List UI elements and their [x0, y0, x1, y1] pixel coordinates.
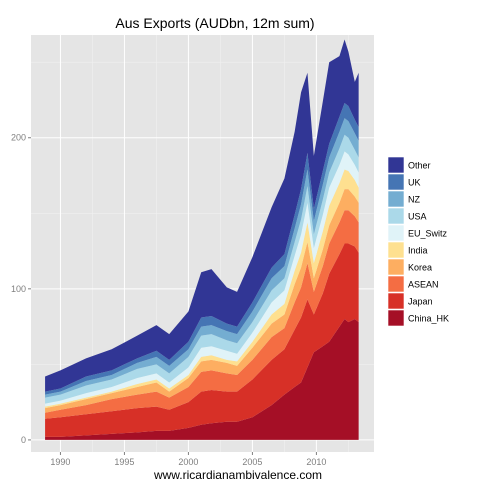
legend-key-asean — [387, 275, 405, 293]
legend-label: China_HK — [408, 314, 449, 324]
legend-key-korea — [387, 258, 405, 276]
legend-label: EU_Switz — [408, 229, 448, 239]
legend-label: India — [408, 246, 428, 256]
area-china-hk — [45, 319, 359, 440]
area-japan — [45, 243, 359, 437]
legend-key-china-hk — [387, 309, 405, 327]
y-tick-label: 200 — [11, 133, 26, 143]
chart-caption: www.ricardianambivalence.com — [153, 468, 322, 480]
y-tick-label: 100 — [11, 284, 26, 294]
chart-title: Aus Exports (AUDbn, 12m sum) — [115, 15, 314, 31]
x-tick-label: 1995 — [114, 457, 134, 467]
x-tick-label: 2005 — [242, 457, 262, 467]
legend-label: Other — [408, 161, 431, 171]
legend-key-eu-switz — [387, 224, 405, 242]
x-tick-label: 2000 — [178, 457, 198, 467]
x-tick-label: 1990 — [50, 457, 70, 467]
legend-key-nz — [387, 190, 405, 208]
area-india — [45, 169, 359, 409]
legend-key-other — [387, 156, 405, 174]
legend-key-uk — [387, 173, 405, 191]
area-korea — [45, 189, 359, 413]
legend-label: Korea — [408, 263, 432, 273]
area-asean — [45, 210, 359, 419]
legend-label: NZ — [408, 195, 420, 205]
axes: 0 100 200 1990 1995 2000 2005 2010 — [11, 133, 326, 467]
legend-key-india — [387, 241, 405, 259]
legend-label: ASEAN — [408, 280, 439, 290]
y-tick-label: 0 — [21, 435, 26, 445]
legend-label: UK — [408, 178, 421, 188]
area-eu-switz — [45, 151, 359, 407]
area-other — [45, 39, 359, 392]
legend-key-usa — [387, 207, 405, 225]
legend-label: Japan — [408, 297, 433, 307]
legend: Other UK NZ USA EU_Switz India Korea ASEAN Japan… — [387, 156, 449, 327]
legend-key-japan — [387, 292, 405, 310]
stacked-areas — [45, 39, 359, 440]
legend-label: USA — [408, 212, 427, 222]
x-tick-label: 2010 — [306, 457, 326, 467]
